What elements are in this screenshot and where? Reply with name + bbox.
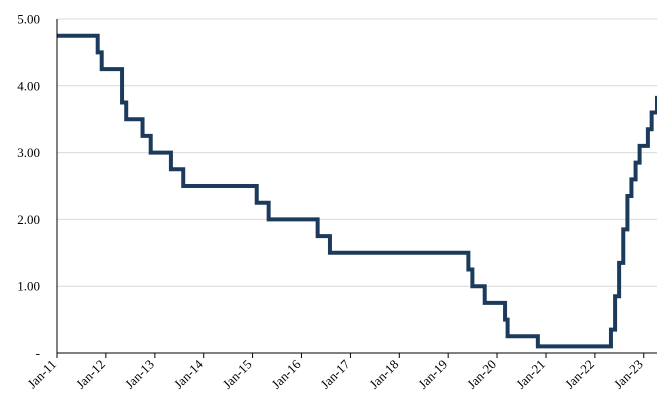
x-tick-label: Jan-11 [24,357,59,392]
y-tick-labels: - 1.00 2.00 3.00 4.00 5.00 [17,12,40,361]
y-tick-label: 2.00 [17,212,40,227]
x-tick-label: Jan-16 [268,356,303,391]
x-tick-label: Jan-22 [562,357,597,392]
x-tick-label: Jan-20 [464,357,499,392]
x-tick-label: Jan-18 [366,357,401,392]
x-tick-label: Jan-17 [317,356,352,391]
x-tick-label: Jan-13 [122,357,157,392]
series-layer [57,33,657,349]
y-tick-label: - [36,346,40,361]
x-tick-label: Jan-19 [415,357,450,392]
y-tick-label: 5.00 [17,12,40,27]
y-tick-label: 3.00 [17,145,40,160]
gridlines [57,18,657,287]
x-tick-label: Jan-23 [611,357,646,392]
x-tick-labels: Jan-11 Jan-12 Jan-13 Jan-14 Jan-15 Jan-16 Jan-… [24,356,646,391]
x-tick-label: Jan-14 [171,356,206,391]
x-tick-label: Jan-15 [220,357,255,392]
y-tick-label: 4.00 [17,78,40,93]
axes [56,19,657,358]
x-tick-label: Jan-12 [73,357,108,392]
y-tick-label: 1.00 [17,279,40,294]
x-tick-label: Jan-21 [513,357,548,392]
series-line-0 [57,33,657,349]
